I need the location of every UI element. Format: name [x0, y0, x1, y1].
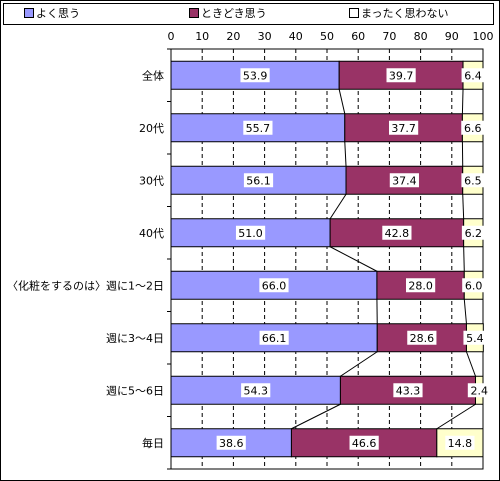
data-label: 2.4 [471, 384, 489, 397]
data-label-box [241, 383, 271, 398]
data-label-box [235, 225, 266, 240]
series-line [329, 246, 378, 272]
data-label: 39.7 [389, 69, 414, 82]
data-label-box [407, 330, 437, 345]
x-tick-label: 60 [351, 30, 365, 43]
data-label-box [393, 383, 423, 398]
series-line [463, 299, 467, 324]
data-label: 55.7 [246, 122, 271, 135]
data-label: 43.3 [396, 384, 421, 397]
x-tick-label: 10 [195, 30, 209, 43]
data-label: 51.0 [238, 227, 263, 240]
series-line [338, 89, 346, 114]
x-tick-label: 70 [382, 30, 396, 43]
series-line [344, 141, 347, 167]
series-line [436, 403, 476, 430]
data-label: 6.0 [465, 279, 483, 292]
series-line [340, 351, 378, 377]
data-label-box [467, 383, 491, 398]
data-label: 38.6 [219, 437, 244, 450]
series-line [463, 246, 465, 272]
data-label: 28.6 [410, 332, 435, 345]
x-tick-label: 0 [168, 30, 175, 43]
category-label: 全体 [142, 68, 164, 82]
data-label-box [461, 225, 485, 240]
data-label: 66.1 [262, 332, 287, 345]
data-label: 54.3 [243, 384, 268, 397]
legend-label-never: まったく思わない [361, 7, 449, 20]
x-tick-label: 30 [258, 30, 272, 43]
legend-swatch-often [24, 8, 34, 18]
series-line [461, 89, 464, 114]
data-label: 53.9 [243, 69, 268, 82]
x-tick-label: 50 [320, 30, 334, 43]
legend-swatch-never [349, 8, 359, 18]
data-label-box [389, 173, 419, 188]
data-label: 6.6 [464, 122, 482, 135]
data-label: 56.1 [246, 174, 271, 187]
data-label: 42.8 [385, 227, 410, 240]
data-label: 6.4 [464, 69, 482, 82]
data-label: 66.0 [262, 279, 287, 292]
data-label-box [462, 278, 486, 293]
x-tick-label: 20 [226, 30, 240, 43]
x-tick-label: 100 [473, 30, 494, 43]
data-label-box [240, 68, 270, 83]
legend-item-often: よく思う [24, 7, 80, 21]
data-label-box [243, 173, 274, 188]
data-label: 6.2 [465, 227, 483, 240]
x-tick-label: 80 [414, 30, 428, 43]
data-label-box [259, 278, 289, 293]
data-label-box [461, 173, 485, 188]
data-label-box [243, 120, 273, 135]
data-label: 6.5 [464, 174, 482, 187]
legend-label-often: よく思う [36, 7, 80, 20]
category-label: 毎日 [142, 437, 164, 450]
data-label-box [259, 330, 289, 345]
data-label-box [349, 435, 379, 450]
legend-label-sometimes: ときどき思う [201, 7, 267, 20]
category-label: 週に5〜6日 [106, 384, 164, 397]
legend-swatch-sometimes [189, 8, 199, 18]
data-label-box [406, 278, 436, 293]
data-label-box [216, 435, 246, 450]
data-label-box [382, 225, 412, 240]
data-label: 5.4 [466, 332, 484, 345]
bar-segment [170, 270, 378, 300]
data-label-box [445, 435, 475, 450]
legend-item-never: まったく思わない [349, 7, 449, 21]
x-tick-label: 90 [445, 30, 459, 43]
category-label: 30代 [139, 174, 164, 187]
data-label: 46.6 [352, 437, 377, 450]
series-line [462, 194, 465, 219]
data-label-box [461, 120, 485, 135]
category-label: 週に3〜4日 [106, 332, 164, 345]
data-label: 28.0 [408, 279, 433, 292]
data-label-box [461, 68, 485, 83]
data-label: 37.4 [392, 174, 417, 187]
x-tick-label: 40 [289, 30, 303, 43]
data-label: 37.7 [391, 122, 416, 135]
data-label: 14.8 [448, 437, 473, 450]
data-label-box [463, 330, 487, 345]
series-line [329, 193, 347, 220]
legend: よく思う ときどき思う まったく思わない [3, 3, 494, 25]
series-line [465, 351, 476, 377]
data-label-box [388, 120, 419, 135]
data-label-box [386, 68, 416, 83]
category-label: 40代 [139, 227, 164, 240]
series-line [291, 403, 341, 430]
bar-segment [170, 113, 346, 143]
category-label: 20代 [139, 122, 164, 135]
legend-item-sometimes: ときどき思う [189, 7, 267, 21]
category-label: 〈化粧をするのは〉週に1〜2日 [7, 278, 164, 292]
